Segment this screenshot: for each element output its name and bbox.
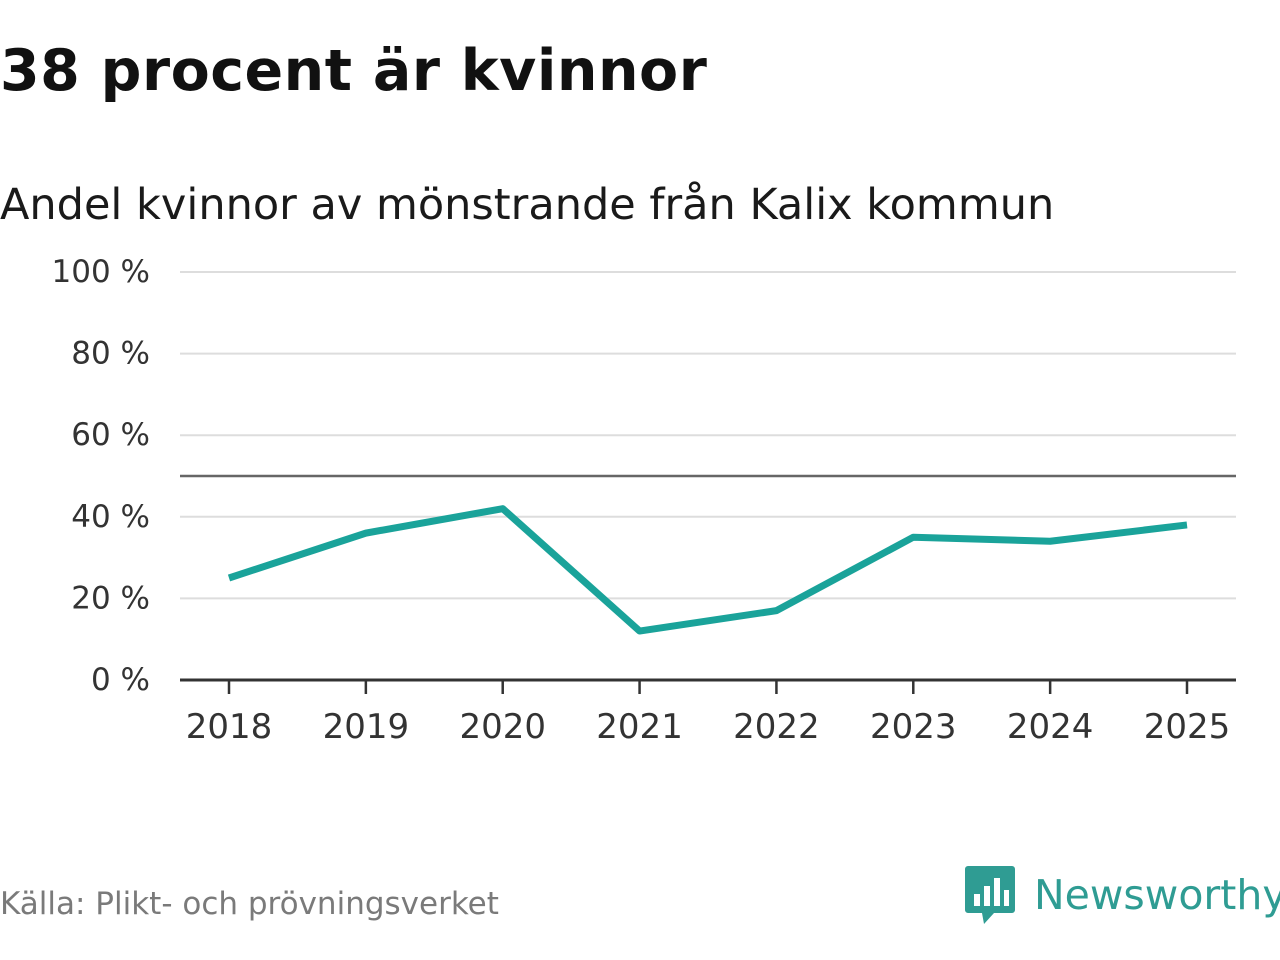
- series-line-0: [227, 505, 1188, 635]
- bar-chart-speech-bubble-icon: [965, 866, 1015, 924]
- data-point-2022: [773, 607, 780, 614]
- y-tick-label-60: 60 %: [71, 417, 150, 453]
- y-tick-label-100: 100 %: [52, 254, 150, 290]
- y-tick-label-20: 20 %: [71, 580, 150, 616]
- x-tick-label-2021: 2021: [596, 707, 683, 747]
- x-tick-label-2022: 2022: [733, 707, 820, 747]
- y-axis-tick-labels: 0 % 20 % 40 % 60 % 80 % 100 %: [52, 254, 150, 698]
- data-point-2018: [226, 575, 233, 582]
- x-tick-label-2019: 2019: [323, 707, 410, 747]
- x-tick-label-2020: 2020: [459, 707, 546, 747]
- data-point-2025: [1184, 521, 1191, 528]
- data-point-2024: [1047, 538, 1054, 545]
- y-tick-label-0: 0 %: [91, 662, 150, 698]
- series-layer: [226, 505, 1191, 635]
- data-point-2021: [636, 628, 643, 635]
- brand-name: Newsworthy: [1034, 870, 1280, 919]
- source-note: Källa: Plikt- och prövningsverket: [0, 886, 499, 922]
- data-point-2020: [499, 505, 506, 512]
- y-tick-label-40: 40 %: [71, 499, 150, 535]
- x-tick-label-2024: 2024: [1007, 707, 1094, 747]
- brand-logo-group: Newsworthy: [964, 864, 1280, 926]
- x-axis: [180, 678, 1236, 694]
- data-point-2019: [362, 530, 369, 537]
- chart-subtitle: Andel kvinnor av mönstrande från Kalix k…: [0, 180, 1055, 230]
- data-point-2023: [910, 534, 917, 541]
- x-axis-tick-labels: 2018 2019 2020 2021 2022 2023 2024 2025: [186, 707, 1231, 747]
- x-tick-label-2023: 2023: [870, 707, 957, 747]
- x-tick-label-2025: 2025: [1144, 707, 1231, 747]
- gridlines: [180, 271, 1236, 600]
- chart-title: 38 procent är kvinnor: [0, 38, 708, 104]
- x-tick-label-2018: 2018: [186, 707, 273, 747]
- y-tick-label-80: 80 %: [71, 336, 150, 372]
